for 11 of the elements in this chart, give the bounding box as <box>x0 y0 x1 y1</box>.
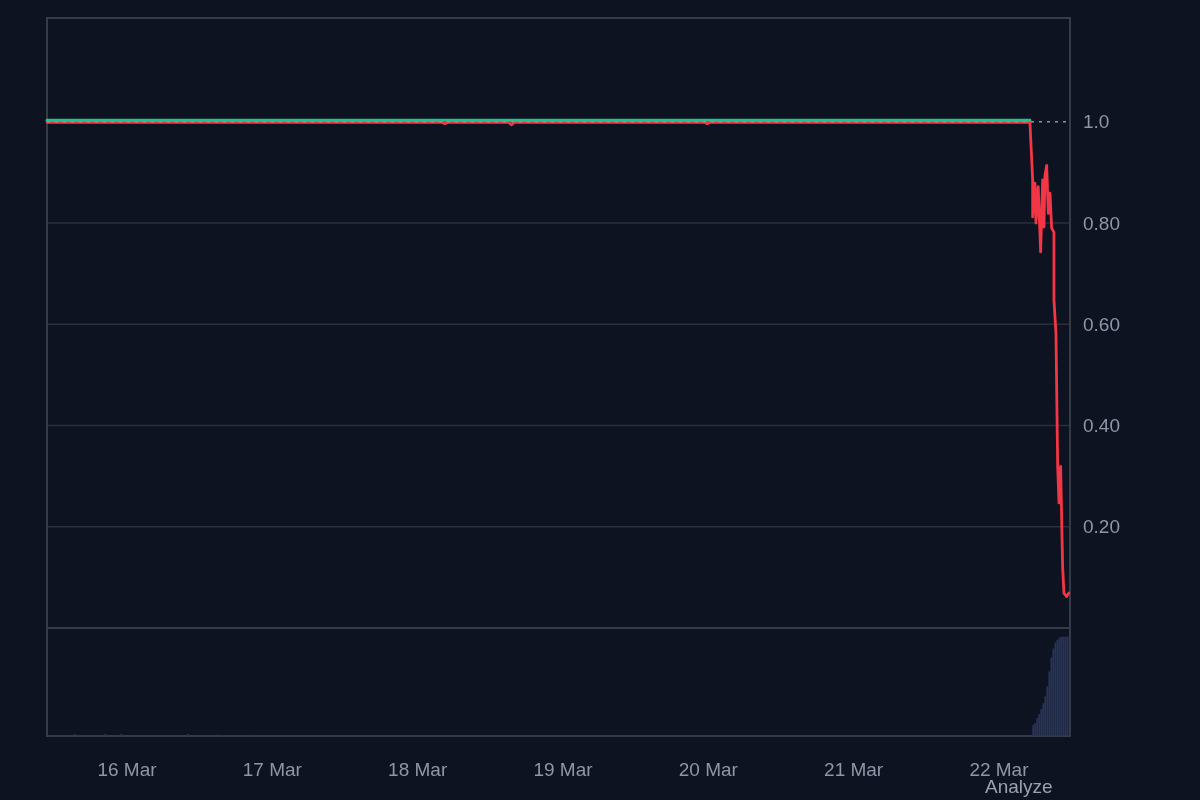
y-tick-label: 0.20 <box>1083 516 1120 538</box>
y-tick-label: 0.80 <box>1083 212 1120 234</box>
y-tick-label: 0.60 <box>1083 313 1120 335</box>
x-tick-label: 19 Mar <box>533 758 594 780</box>
x-tick-label: 16 Mar <box>97 758 158 780</box>
x-tick-label: 18 Mar <box>388 758 448 780</box>
x-tick-label: 21 Mar <box>824 758 884 780</box>
x-tick-label: 20 Mar <box>678 758 739 780</box>
y-tick-label: 0.40 <box>1083 415 1120 437</box>
y-tick-label: 1.0 <box>1083 111 1110 133</box>
x-tick-label: 17 Mar <box>242 758 303 780</box>
